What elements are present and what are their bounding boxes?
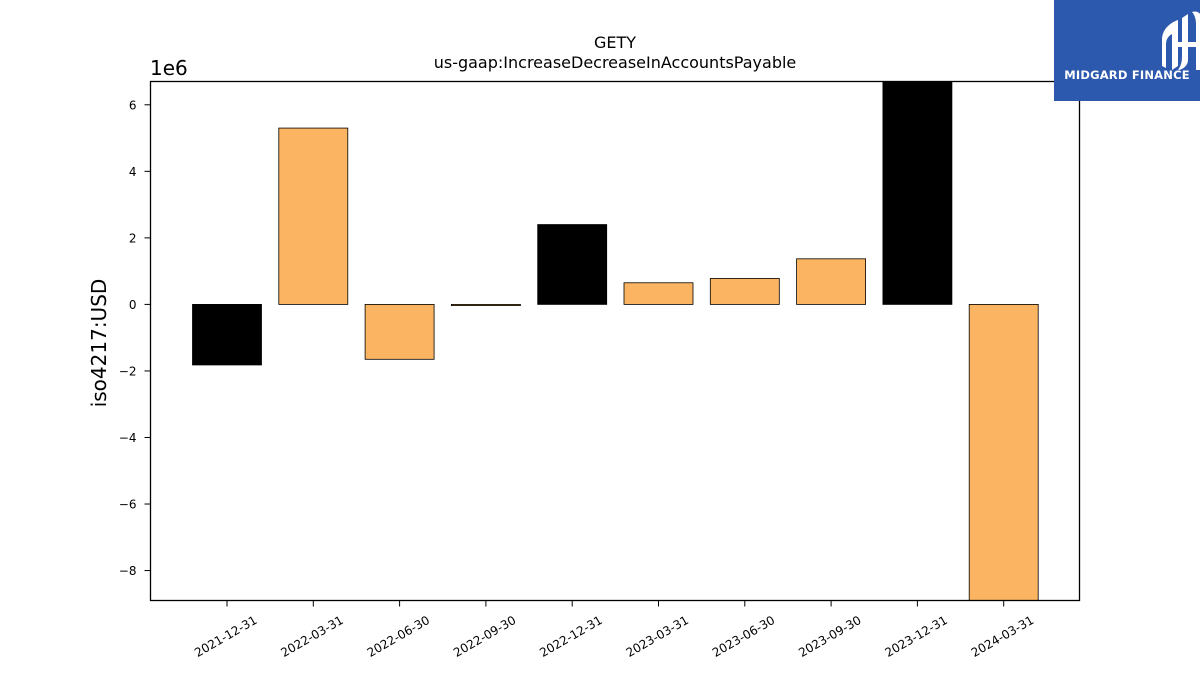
y-axis-ticks: −8 −6 −4 −2 0 2 4 6 [119,98,151,578]
x-tick-label: 2023-09-30 [796,613,863,660]
y-tick-label: 2 [129,231,137,245]
x-tick-label: 2023-03-31 [624,613,691,660]
x-axis-ticks: 2021-12-31 2022-03-31 2022-06-30 2022-09-30… [192,600,1036,660]
x-tick-label: 2022-12-31 [537,613,604,660]
x-tick-label: 2024-03-31 [969,613,1036,660]
bar-2022-06-30 [364,304,435,360]
y-tick-label: 0 [129,298,137,312]
brand-logo: MIDGARD FINANCE [1054,0,1200,101]
bar-2023-09-30 [796,258,866,305]
bar-2024-03-31 [968,304,1039,601]
y-tick-label: −8 [119,564,137,578]
x-tick-label: 2022-06-30 [365,613,432,660]
bar-2022-09-30 [450,304,521,307]
y-tick-label: 4 [129,165,137,179]
bar-2021-12-31 [192,304,262,366]
bar-2022-03-31 [278,127,349,305]
y-tick-label: −6 [119,498,137,512]
x-tick-label: 2021-12-31 [192,613,259,660]
x-tick-label: 2022-03-31 [278,613,345,660]
y-axis-label: iso4217:USD [87,279,111,408]
bar-2023-06-30 [709,278,780,305]
brand-mark-icon [1162,11,1200,70]
x-tick-label: 2023-06-30 [710,613,777,660]
bar-2023-12-31 [882,81,953,305]
y-axis-scale-label: 1e6 [150,56,188,80]
chart-subtitle: us-gaap:IncreaseDecreaseInAccountsPayabl… [434,53,797,72]
x-tick-label: 2023-12-31 [882,613,949,660]
y-tick-label: 6 [129,98,137,112]
plot-area-frame [149,80,1081,602]
chart-title: GETY [594,33,636,52]
bars-group [192,81,1039,601]
brand-name: MIDGARD FINANCE [1064,68,1190,82]
x-tick-label: 2022-09-30 [451,613,518,660]
bar-2023-03-31 [623,282,694,305]
bar-2022-12-31 [537,224,608,305]
y-tick-label: −4 [119,431,137,445]
y-tick-label: −2 [119,364,137,378]
